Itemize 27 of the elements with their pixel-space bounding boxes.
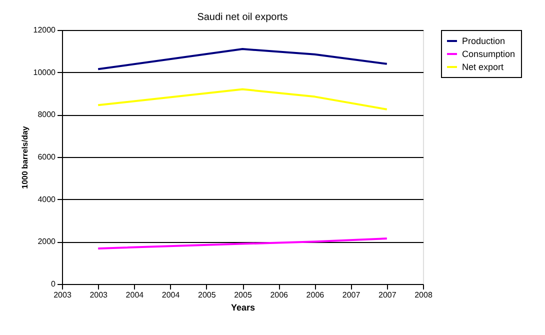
y-tick-label: 10000 — [33, 68, 56, 77]
y-tick-label: 12000 — [33, 26, 56, 34]
x-tick-label: 2006 — [270, 290, 289, 300]
x-tick-label: 2003 — [54, 290, 72, 300]
legend-label: Consumption — [462, 49, 516, 59]
x-tick-label: 2004 — [162, 290, 180, 300]
y-tick-label: 6000 — [38, 152, 56, 162]
y-axis-title: 1000 barrels/day — [20, 126, 30, 189]
x-tick-label: 2005 — [234, 290, 252, 300]
legend-label: Production — [462, 36, 506, 46]
x-tick-label: 2003 — [90, 290, 108, 300]
y-tick-label: 2000 — [38, 237, 56, 246]
line-series — [97, 48, 388, 70]
x-tick-label: 2007 — [342, 290, 361, 300]
y-tick-label: 0 — [51, 280, 56, 288]
x-tick-label: 2008 — [414, 290, 433, 300]
y-tick-label: 4000 — [38, 194, 56, 204]
x-tick-label: 2005 — [198, 290, 216, 300]
x-tick-label: 2007 — [378, 290, 397, 300]
line-series — [97, 88, 388, 110]
chart-title: Saudi net oil exports — [197, 12, 288, 23]
legend-label: Net export — [462, 62, 504, 72]
x-axis-title: Years — [230, 302, 256, 312]
x-tick-label: 2004 — [126, 290, 144, 300]
y-tick-label: 8000 — [38, 110, 56, 120]
line-series — [97, 237, 388, 250]
x-tick-label: 2006 — [306, 290, 325, 300]
